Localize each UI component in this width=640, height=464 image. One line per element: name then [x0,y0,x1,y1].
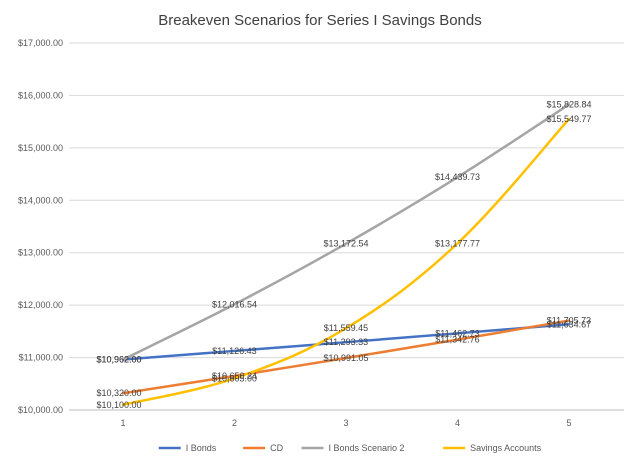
x-tick-label: 1 [120,418,125,428]
series-line-savings-accounts [121,117,571,407]
series-line-cd [121,319,571,395]
legend-item-i-bonds: I Bonds [158,443,217,453]
legend: I Bonds CD I Bonds Scenario 2 Savings Accou… [158,443,542,453]
data-label-i-bonds: $11,462.73 [435,328,479,338]
series-lines [121,103,571,407]
legend-label: I Bonds [186,443,217,453]
data-label-savings-accounts: $11,559.45 [324,323,368,333]
data-label-i-bonds-scenario-2: $14,439.73 [435,172,480,182]
y-tick-label: $16,000.00 [18,90,63,100]
y-tick-label: $11,000.00 [19,353,63,363]
data-label-i-bonds-scenario-2: $13,172.54 [323,239,368,249]
x-tick-label: 4 [455,418,460,428]
data-label-i-bonds-scenario-2: $10,962.00 [96,355,141,365]
x-axis-tick-labels: 1 2 3 4 5 [120,418,571,428]
y-axis-tick-labels: $10,000.00 $11,000.00 $12,000.00 $13,000.00… [18,38,63,415]
y-tick-label: $15,000.00 [18,143,63,153]
data-label-savings-accounts: $15,549.77 [546,114,591,124]
y-tick-label: $12,000.00 [18,300,63,310]
legend-item-i-bonds-scenario-2: I Bonds Scenario 2 [301,443,405,453]
x-tick-label: 3 [343,418,348,428]
legend-item-savings-accounts: Savings Accounts [443,443,542,453]
data-label-savings-accounts: $10,605.00 [212,373,257,383]
series-line-i-bonds [121,323,571,361]
y-tick-label: $17,000.00 [18,38,63,48]
data-label-cd: $10,320.00 [96,388,141,398]
data-label-cd: $11,342.76 [435,335,479,345]
data-label-cd: $10,991.05 [323,353,368,363]
x-tick-label: 5 [566,418,571,428]
data-label-i-bonds: $10,962.00 [96,355,141,365]
legend-label: CD [270,443,283,453]
series-line-i-bonds-scenario-2 [121,103,571,361]
data-label-savings-accounts: $10,100.00 [96,400,141,410]
data-labels: $10,962.00 $11,126.43 $11,293.33 $11,462.73… [96,99,591,409]
y-tick-label: $14,000.00 [18,195,63,205]
y-tick-label: $10,000.00 [18,405,63,415]
data-label-i-bonds-scenario-2: $15,828.84 [546,99,591,109]
legend-item-cd: CD [243,443,284,453]
y-tick-label: $13,000.00 [18,248,63,258]
data-label-i-bonds: $11,293.33 [324,337,368,347]
legend-label: I Bonds Scenario 2 [329,443,405,453]
data-label-i-bonds: $11,126.43 [212,346,256,356]
data-label-i-bonds-scenario-2: $12,016.54 [212,299,257,309]
data-label-cd: $11,705.73 [547,316,591,326]
data-label-cd: $10,650.24 [212,371,257,381]
x-tick-label: 2 [232,418,237,428]
data-label-savings-accounts: $13,177.77 [435,238,480,248]
data-label-i-bonds: $11,634.67 [547,319,591,329]
legend-label: Savings Accounts [470,443,542,453]
chart-title: Breakeven Scenarios for Series I Savings… [158,12,482,29]
